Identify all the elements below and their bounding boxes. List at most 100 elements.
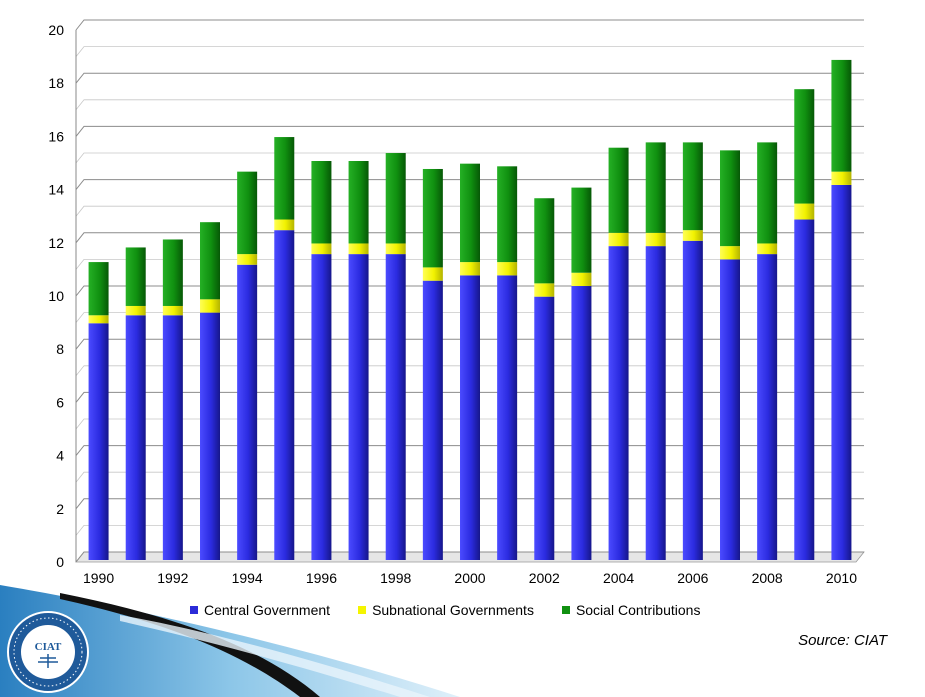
seal-ring-lettering: [13, 617, 83, 687]
y-tick-label: 14: [48, 182, 64, 198]
bar-central-government-1990: [88, 323, 109, 560]
y-tick-label: 16: [48, 128, 64, 144]
bar-subnational-governments-1995: [274, 219, 295, 231]
bar-subnational-governments-1996: [311, 243, 332, 255]
bar-central-government-2006: [682, 240, 703, 561]
x-tick-label: 2006: [677, 570, 708, 586]
gridline-minor: [75, 418, 864, 430]
bar-central-government-2008: [757, 254, 778, 560]
gridline-major: [75, 338, 864, 350]
x-tick-label: 1998: [380, 570, 411, 586]
gridline-minor: [75, 471, 864, 483]
bar-subnational-governments-1994: [237, 254, 258, 265]
bar-central-government-1991: [125, 315, 146, 560]
bar-social-contributions-1994: [237, 171, 258, 255]
bar-central-government-1997: [348, 254, 369, 560]
gridline-major: [75, 445, 864, 456]
gridline-minor: [75, 525, 864, 536]
legend-swatch-subnational-governments: [358, 606, 367, 614]
gridline-minor: [75, 259, 864, 270]
bar-social-contributions-2004: [608, 147, 629, 233]
bar-social-contributions-1996: [311, 161, 332, 244]
bar-social-contributions-2007: [720, 150, 740, 247]
bar-social-contributions-1993: [200, 222, 220, 300]
legend-swatch-central-government: [190, 606, 198, 614]
chart-bars: [88, 59, 852, 561]
bar-social-contributions-1995: [274, 137, 295, 220]
bar-social-contributions-2006: [682, 142, 703, 231]
bar-central-government-2010: [831, 184, 852, 560]
y-tick-label: 8: [56, 341, 64, 357]
bar-subnational-governments-2000: [460, 262, 480, 276]
gridline-minor: [75, 99, 864, 111]
gridline-major: [75, 232, 864, 244]
ciat-seal: CIAT: [7, 611, 89, 693]
y-tick-label: 18: [48, 75, 64, 91]
bar-central-government-2007: [720, 259, 740, 560]
bar-social-contributions-2010: [831, 59, 852, 172]
bar-central-government-2000: [460, 275, 480, 560]
footer-swoosh: [0, 585, 460, 697]
bar-subnational-governments-2001: [497, 262, 518, 276]
bar-social-contributions-1997: [348, 161, 369, 244]
bar-social-contributions-1999: [422, 168, 443, 268]
seal-inner-disc: [21, 625, 75, 679]
bar-central-government-2002: [534, 296, 555, 560]
bar-social-contributions-2001: [497, 166, 518, 263]
bar-social-contributions-2005: [645, 142, 666, 233]
bar-social-contributions-1990: [88, 262, 109, 316]
bar-central-government-1993: [200, 312, 220, 560]
bar-central-government-1999: [422, 280, 443, 560]
bar-subnational-governments-1991: [125, 305, 146, 316]
legend-item-central-government: Central Government: [190, 602, 330, 618]
bar-social-contributions-1991: [125, 247, 146, 306]
chart-axes: 0 2 4 6 8 10 12 14 16 18 20 1990 1992 1994 1996 1998 200…: [48, 22, 857, 586]
bar-social-contributions-1998: [385, 153, 406, 244]
y-tick-label: 2: [56, 501, 64, 517]
bar-subnational-governments-1990: [88, 315, 109, 324]
legend-item-social-contributions: Social Contributions: [561, 602, 701, 618]
bar-central-government-1996: [311, 254, 332, 560]
legend-swatch-social-contributions: [561, 606, 570, 614]
y-tick-label: 12: [48, 235, 64, 251]
bar-subnational-governments-2006: [682, 230, 703, 241]
x-tick-label: 2002: [529, 570, 560, 586]
bar-social-contributions-2003: [571, 187, 592, 273]
y-tick-label: 10: [48, 288, 64, 304]
x-tick-label: 1994: [232, 570, 263, 586]
bar-central-government-1994: [237, 264, 258, 560]
gridline-major: [75, 551, 864, 563]
source-note: Source: CIAT: [798, 632, 887, 649]
bar-social-contributions-2008: [757, 142, 778, 244]
x-tick-label: 2004: [603, 570, 634, 586]
gridline-minor: [75, 152, 864, 164]
bar-social-contributions-2000: [460, 163, 480, 263]
bar-social-contributions-2002: [534, 198, 555, 284]
y-tick-label: 20: [48, 22, 64, 38]
seal-center-text: CIAT: [35, 641, 62, 653]
bar-subnational-governments-2009: [794, 203, 815, 220]
bar-central-government-2004: [608, 246, 629, 560]
bar-central-government-2001: [497, 275, 518, 560]
y-tick-label: 0: [56, 554, 64, 570]
gridline-minor: [75, 46, 864, 57]
bar-subnational-governments-2003: [571, 272, 592, 287]
legend-label-subnational-governments: Subnational Governments: [372, 602, 534, 618]
bar-subnational-governments-2007: [720, 246, 740, 260]
legend-item-subnational-governments: Subnational Governments: [358, 602, 534, 618]
bar-subnational-governments-2002: [534, 283, 555, 297]
legend-label-social-contributions: Social Contributions: [575, 602, 701, 618]
bar-subnational-governments-1998: [385, 243, 406, 255]
x-tick-label: 1990: [83, 570, 114, 586]
bar-social-contributions-2009: [794, 89, 815, 204]
x-tick-label: 2000: [454, 570, 485, 586]
scales-icon: [38, 654, 58, 668]
chart-legend: Central Government Subnational Governmen…: [190, 602, 750, 618]
bar-central-government-1992: [162, 315, 183, 560]
bar-subnational-governments-1993: [200, 299, 220, 313]
bar-subnational-governments-1992: [162, 305, 183, 316]
bar-subnational-governments-2008: [757, 243, 778, 255]
bar-social-contributions-1992: [162, 239, 183, 306]
legend-label-central-government: Central Government: [204, 602, 331, 618]
